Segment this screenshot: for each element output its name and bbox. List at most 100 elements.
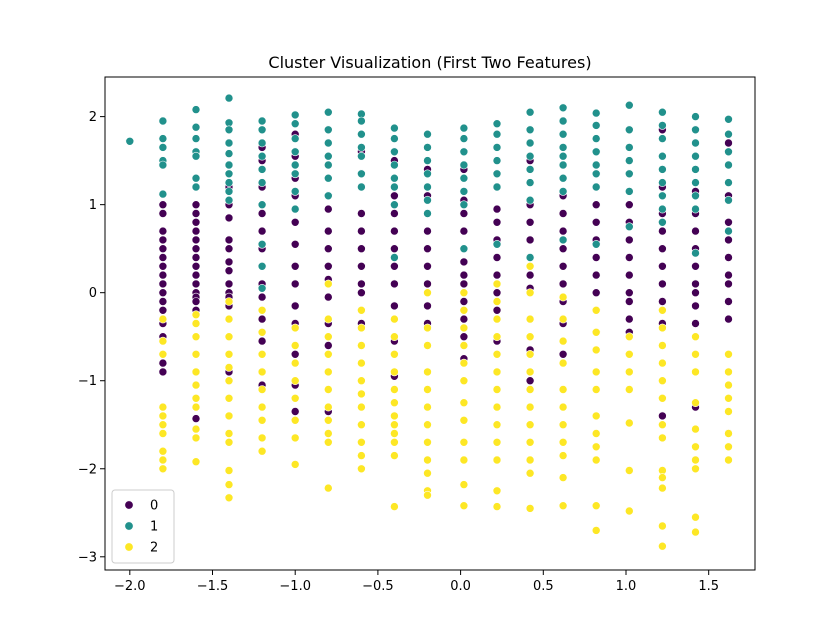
point-series-2	[323, 437, 333, 447]
legend-marker-0	[124, 500, 134, 510]
point-series-2	[257, 415, 267, 425]
point-series-1	[724, 195, 733, 205]
point-series-1	[492, 129, 502, 139]
point-series-1	[591, 160, 601, 170]
point-series-1	[658, 218, 667, 227]
point-series-2	[691, 367, 700, 377]
point-series-2	[390, 502, 399, 511]
point-series-0	[357, 288, 366, 298]
y-tick-label: −1	[78, 374, 97, 389]
point-series-0	[158, 253, 168, 262]
point-series-2	[158, 420, 168, 430]
point-series-2	[525, 332, 535, 342]
point-series-1	[158, 134, 168, 143]
point-series-2	[492, 349, 502, 359]
point-series-0	[290, 218, 300, 227]
point-series-1	[658, 151, 667, 161]
point-series-1	[423, 182, 432, 192]
point-series-0	[724, 270, 733, 280]
point-series-0	[459, 270, 469, 280]
point-series-2	[658, 473, 667, 482]
point-series-0	[158, 200, 168, 209]
point-series-2	[423, 455, 432, 465]
point-series-0	[724, 314, 733, 324]
point-series-2	[357, 323, 366, 333]
point-series-2	[390, 314, 399, 324]
point-series-1	[658, 204, 667, 214]
y-tick-label: −2	[78, 462, 97, 477]
x-tick-label: 0.5	[533, 579, 554, 594]
point-series-1	[257, 125, 267, 135]
point-series-1	[459, 134, 469, 143]
point-series-0	[191, 244, 201, 253]
point-series-2	[591, 305, 601, 315]
point-series-2	[191, 367, 201, 377]
point-series-0	[492, 253, 502, 262]
point-series-1	[323, 160, 333, 170]
point-series-2	[525, 468, 535, 478]
point-series-2	[658, 341, 667, 350]
point-series-0	[558, 349, 568, 359]
point-series-2	[290, 433, 300, 443]
point-series-1	[525, 178, 535, 187]
point-series-2	[658, 358, 667, 368]
point-series-0	[525, 376, 535, 386]
point-series-1	[624, 222, 634, 231]
point-series-0	[390, 191, 399, 201]
point-series-2	[558, 314, 568, 324]
point-series-1	[191, 173, 201, 183]
point-series-2	[658, 393, 667, 403]
point-series-2	[257, 446, 267, 456]
point-series-2	[158, 314, 168, 324]
point-series-2	[558, 358, 568, 368]
point-series-0	[492, 270, 502, 280]
point-series-0	[390, 279, 399, 289]
point-series-0	[257, 336, 267, 346]
point-series-1	[224, 93, 234, 103]
point-series-0	[191, 270, 201, 280]
point-series-2	[459, 305, 469, 315]
point-series-2	[724, 349, 733, 359]
point-series-2	[224, 363, 234, 372]
point-series-2	[492, 279, 502, 289]
point-series-2	[492, 402, 502, 412]
point-series-1	[459, 123, 469, 133]
point-series-2	[558, 501, 568, 511]
point-series-0	[357, 226, 366, 236]
point-series-0	[290, 349, 300, 359]
legend-label-0: 0	[150, 499, 158, 514]
point-series-0	[558, 209, 568, 218]
point-series-1	[459, 200, 469, 209]
point-series-2	[525, 455, 535, 465]
point-series-2	[290, 376, 300, 386]
point-series-1	[492, 156, 502, 165]
point-series-0	[257, 292, 267, 302]
point-series-2	[158, 411, 168, 421]
point-series-2	[492, 420, 502, 430]
point-series-2	[257, 327, 267, 337]
point-series-1	[691, 204, 700, 214]
point-series-0	[525, 235, 535, 245]
point-series-0	[158, 244, 168, 253]
point-series-2	[525, 420, 535, 430]
point-series-0	[459, 209, 469, 218]
point-series-2	[290, 341, 300, 350]
point-series-0	[591, 253, 601, 262]
point-series-2	[558, 420, 568, 430]
point-series-2	[357, 402, 366, 412]
point-series-1	[525, 151, 535, 161]
point-series-1	[624, 187, 634, 196]
point-series-2	[390, 429, 399, 438]
point-series-2	[492, 455, 502, 465]
point-series-2	[323, 349, 333, 359]
point-series-2	[191, 457, 201, 467]
point-series-0	[224, 235, 234, 245]
point-series-0	[390, 301, 399, 311]
point-series-1	[492, 143, 502, 152]
point-series-1	[257, 165, 267, 174]
point-series-2	[459, 501, 469, 511]
point-series-1	[158, 160, 168, 170]
point-series-2	[691, 455, 700, 465]
point-series-2	[390, 385, 399, 394]
point-series-2	[390, 349, 399, 359]
